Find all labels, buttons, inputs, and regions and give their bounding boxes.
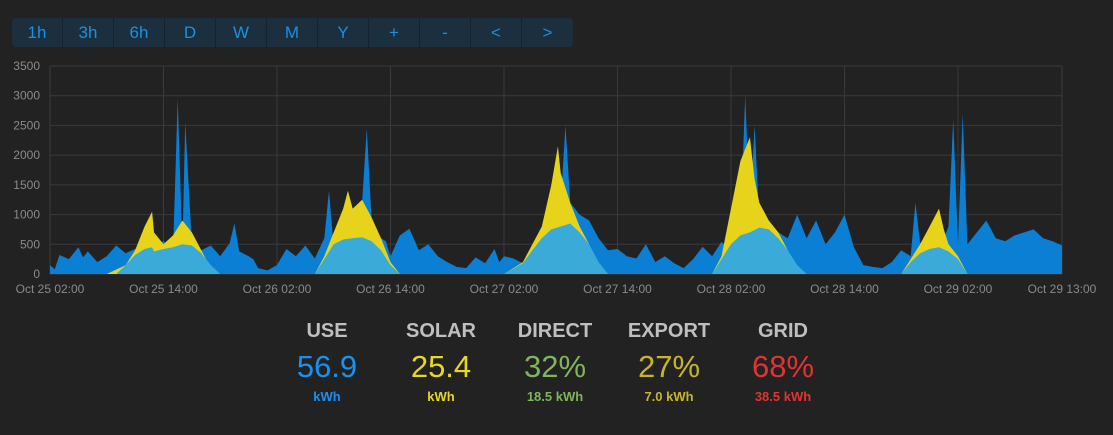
zoom-out-button[interactable]: - [420,18,471,47]
y-tick-label: 2000 [13,148,40,162]
y-tick-label: 0 [33,267,40,281]
x-tick-label: Oct 28 02:00 [697,282,766,296]
x-tick-label: Oct 25 14:00 [129,282,198,296]
x-tick-label: Oct 29 13:00 [1028,282,1097,296]
zoom-in-button[interactable]: + [369,18,420,47]
y-tick-label: 1000 [13,208,40,222]
y-tick-label: 500 [20,237,40,251]
stat-use-value: 56.9 [296,349,358,384]
stat-solar: SOLAR 25.4 kWh [384,318,498,406]
stat-solar-title: SOLAR [406,320,476,342]
x-tick-label: Oct 25 02:00 [16,282,85,296]
stat-direct-unit: 18.5 kWh [526,389,584,404]
stat-grid-value: 68% [751,349,815,384]
stat-use: USE 56.9 kWh [270,318,384,406]
stat-solar-value: 25.4 [410,349,472,384]
range-3h-button[interactable]: 3h [63,18,114,47]
stat-export: EXPORT 27% 7.0 kWh [612,318,726,406]
y-tick-label: 3500 [13,59,40,73]
x-tick-label: Oct 27 14:00 [583,282,652,296]
stats-panel: USE 56.9 kWh SOLAR 25.4 kWh DIRECT 32% 1… [270,318,840,406]
stat-solar-unit: kWh [427,389,455,404]
x-tick-label: Oct 26 14:00 [356,282,425,296]
stat-grid: GRID 68% 38.5 kWh [726,318,840,406]
x-tick-label: Oct 27 02:00 [470,282,539,296]
stat-direct-title: DIRECT [517,320,593,342]
y-tick-label: 2500 [13,118,40,132]
x-tick-label: Oct 29 02:00 [924,282,993,296]
stat-export-unit: 7.0 kWh [644,389,694,404]
x-tick-label: Oct 28 14:00 [810,282,879,296]
time-range-toolbar: 1h 3h 6h D W M Y + - < > [12,18,573,47]
range-day-button[interactable]: D [165,18,216,47]
solar-area [50,137,1062,274]
x-tick-label: Oct 26 02:00 [243,282,312,296]
y-tick-label: 1500 [13,178,40,192]
stat-grid-title: GRID [758,320,808,342]
range-year-button[interactable]: Y [318,18,369,47]
stat-use-title: USE [306,320,348,342]
range-1h-button[interactable]: 1h [12,18,63,47]
y-tick-label: 3000 [13,89,40,103]
pan-right-button[interactable]: > [542,23,553,42]
stat-export-title: EXPORT [627,320,711,342]
direct-area [50,223,1062,274]
range-6h-button[interactable]: 6h [114,18,165,47]
stat-export-value: 27% [637,349,701,384]
stat-direct: DIRECT 32% 18.5 kWh [498,318,612,406]
stat-use-unit: kWh [313,389,341,404]
range-week-button[interactable]: W [216,18,267,47]
pan-left-button[interactable]: < [471,18,522,47]
range-month-button[interactable]: M [267,18,318,47]
power-chart[interactable]: 0 500 1000 1500 2000 2500 3000 3500 Oct 25 02:00… [0,0,1113,310]
stat-direct-value: 32% [523,349,587,384]
stat-grid-unit: 38.5 kWh [754,389,812,404]
